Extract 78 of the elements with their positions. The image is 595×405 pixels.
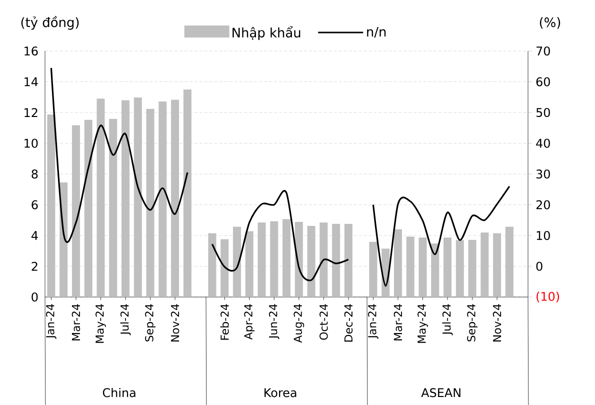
bar (47, 114, 56, 298)
bar (344, 224, 352, 298)
y2-tick-label: 0 (536, 262, 542, 271)
x-tick-label: Sep-24 (145, 304, 156, 342)
bar (171, 100, 180, 298)
x-tick-label: Aug-24 (294, 304, 304, 343)
x-tick-label: Mar-24 (394, 304, 402, 340)
y2-tick-label: 10 (536, 230, 550, 240)
bar (183, 89, 192, 298)
y-tick-label: 10 (24, 138, 38, 148)
y-tick-label: 12 (24, 108, 38, 117)
bar (96, 98, 105, 298)
bar (294, 222, 303, 298)
bar (468, 240, 476, 298)
bar (394, 229, 402, 298)
text: China (102, 388, 136, 398)
y-tick-label: 14 (24, 77, 38, 86)
bar (84, 120, 92, 298)
legend-label: n/n (367, 27, 386, 38)
x-tick-label: May-24 (418, 304, 428, 343)
bar (332, 224, 340, 298)
bar (258, 222, 266, 298)
y2-axis-title: (%) (540, 17, 560, 29)
bar (282, 219, 291, 298)
bar (307, 226, 316, 298)
x-tick-label: Apr-24 (244, 304, 255, 340)
x-tick-label: Jul-24 (120, 304, 131, 336)
bar (369, 242, 378, 298)
y2-tick-label: 30 (536, 169, 550, 179)
bar (158, 101, 167, 298)
y2-tick-label: 60 (536, 77, 550, 86)
legend-label: Nhập khẩu (232, 26, 300, 40)
y-tick-label: 16 (24, 46, 38, 56)
y-tick-label: 2 (32, 262, 38, 271)
bar (505, 226, 514, 298)
bar (72, 125, 80, 298)
x-tick-label: Sep-24 (467, 304, 478, 342)
y2-tick-label: 40 (536, 138, 550, 148)
y2-tick-label: 20 (536, 200, 550, 210)
text: ASEAN (421, 388, 460, 398)
y-tick-label: 8 (32, 169, 38, 179)
bar (60, 182, 68, 298)
y2-tick-label: (10) (536, 292, 560, 302)
bar (146, 108, 154, 298)
bar (208, 233, 216, 298)
bar (245, 231, 254, 298)
bar (134, 97, 142, 298)
bar (122, 100, 130, 298)
x-tick-label: Feb-24 (220, 304, 229, 340)
x-tick-label: Jan-24 (46, 304, 56, 339)
y-tick-label: 0 (32, 292, 38, 302)
bar (431, 244, 440, 298)
y-axis-title: (tỷ đồng) (21, 16, 79, 30)
bar (480, 232, 489, 298)
y2-tick-label: 70 (536, 46, 550, 56)
x-tick-label: May-24 (96, 304, 106, 343)
x-tick-label: Nov-24 (170, 304, 180, 342)
x-tick-label: Mar-24 (72, 304, 80, 340)
bar (406, 236, 414, 298)
text: Korea (264, 388, 296, 398)
bar (320, 222, 328, 298)
y-tick-label: 6 (32, 200, 38, 210)
bar (109, 118, 118, 298)
y-tick-label: 4 (31, 231, 38, 240)
bar (456, 240, 464, 298)
bar (270, 221, 278, 298)
y2-tick-label: 50 (536, 108, 550, 118)
bar (232, 226, 241, 298)
bar (418, 238, 427, 298)
x-tick-label: Oct-24 (320, 304, 328, 340)
x-tick-label: Nov-24 (492, 304, 502, 342)
x-tick-label: Jul-24 (442, 304, 453, 336)
bar (220, 239, 229, 298)
x-tick-label: Dec-24 (344, 304, 353, 342)
x-tick-label: Jun-24 (268, 304, 280, 340)
x-tick-label: Jan-24 (368, 304, 378, 339)
bar (444, 238, 452, 298)
bar (493, 233, 502, 298)
